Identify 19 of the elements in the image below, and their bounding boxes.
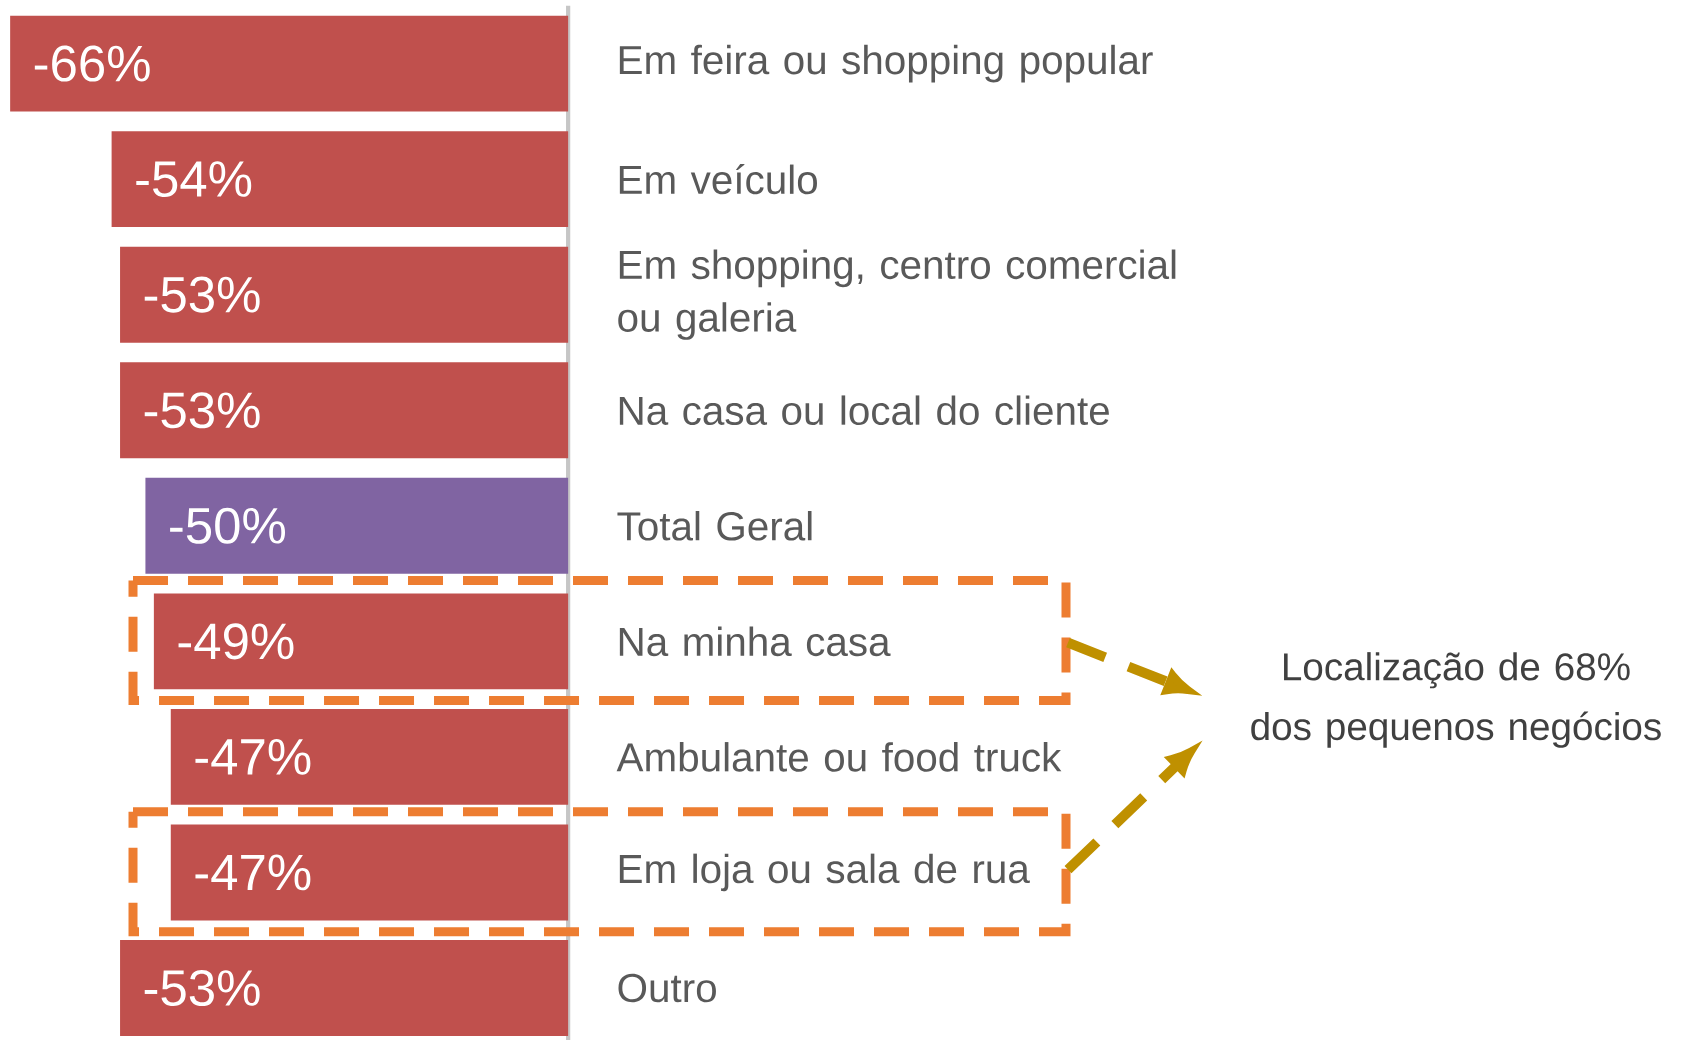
y-tick-label: Na casa ou local do cliente bbox=[619, 395, 1109, 426]
y-tick-label: Outro bbox=[618, 973, 716, 1003]
text: Localização de 68% dos pequenos negócios bbox=[1251, 652, 1661, 748]
data-label: -47% bbox=[195, 739, 311, 775]
data-label: -66% bbox=[34, 45, 150, 82]
data-label: -47% bbox=[195, 854, 311, 891]
y-tick-label: Total Geral bbox=[617, 510, 812, 541]
y-tick-label: Em loja ou sala de rua bbox=[619, 853, 1030, 892]
y-tick-label: Em shopping, centro comercial ou galeria bbox=[618, 249, 1176, 340]
data-label: -53% bbox=[144, 276, 260, 313]
data-label: -50% bbox=[170, 507, 286, 544]
data-label: -49% bbox=[178, 623, 294, 660]
y-tick-label: Ambulante ou food truck bbox=[616, 742, 1062, 772]
y-tick-label: Na minha casa bbox=[619, 626, 891, 657]
data-label: -53% bbox=[144, 969, 260, 1007]
y-tick-label: Em feira ou shopping popular bbox=[619, 44, 1153, 83]
data-label: -53% bbox=[144, 392, 260, 429]
data-label: -54% bbox=[136, 161, 252, 198]
y-tick-label: Em veículo bbox=[619, 164, 817, 195]
